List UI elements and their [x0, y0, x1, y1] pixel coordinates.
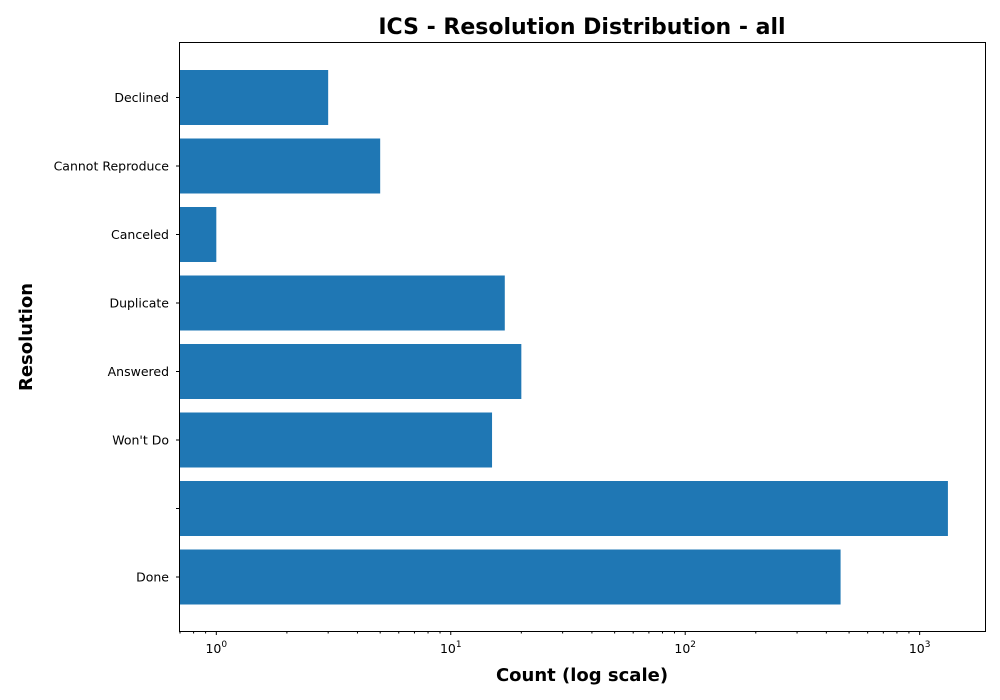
bar-4 [180, 276, 505, 331]
y-axis-label: Resolution [16, 283, 37, 391]
y-tick-label: Canceled [111, 227, 169, 242]
y-tick-label: Cannot Reproduce [54, 159, 170, 174]
bar-5 [180, 207, 216, 262]
x-tick-label: 100 [205, 640, 227, 656]
bar-7 [180, 70, 328, 125]
y-tick-label: Done [136, 570, 169, 585]
bar-3 [180, 344, 521, 399]
bar-6 [180, 139, 380, 194]
y-ticks-group: Done Won't Do Answered Duplicate Canceled Can… [54, 90, 180, 585]
y-tick-label: Declined [114, 90, 169, 105]
y-tick-label: Won't Do [112, 433, 169, 448]
chart-title: ICS - Resolution Distribution - all [378, 15, 785, 40]
bar-0 [180, 550, 841, 605]
plot-frame [180, 43, 986, 632]
x-tick-label: 102 [674, 640, 696, 656]
x-ticks-group: 100 101 102 103 [180, 631, 930, 656]
y-tick-label: Duplicate [109, 296, 169, 311]
bar-1 [180, 481, 948, 536]
bar-2 [180, 413, 492, 468]
y-tick-label: Answered [108, 364, 169, 379]
x-tick-label: 101 [440, 640, 462, 656]
x-tick-label: 103 [909, 640, 931, 656]
bars-group [180, 70, 948, 605]
x-axis-label: Count (log scale) [496, 665, 668, 686]
